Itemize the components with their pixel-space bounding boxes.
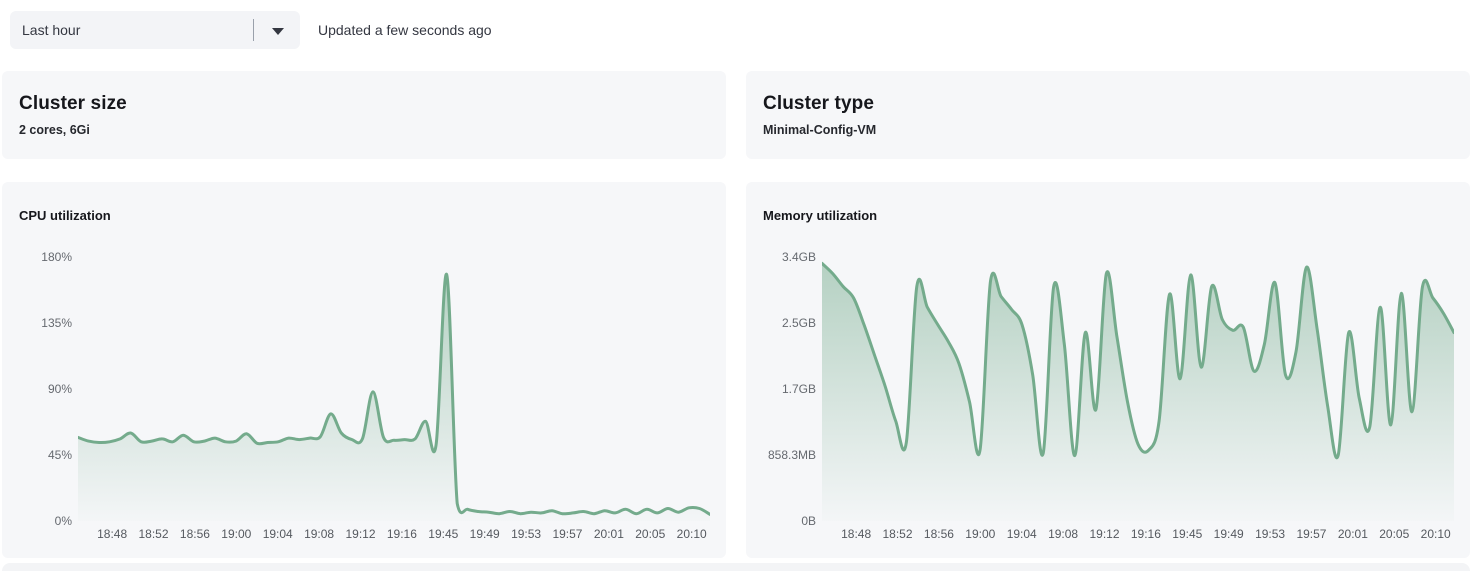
- y-axis-label: 180%: [41, 250, 72, 264]
- cpu-utilization-card: CPU utilization 180% 135% 90% 45% 0% 18:48 18…: [2, 182, 726, 558]
- cluster-type-value: Minimal-Config-VM: [763, 123, 877, 137]
- y-axis-label: 1.7GB: [781, 382, 816, 396]
- x-axis-label: 19:04: [262, 527, 293, 541]
- cpu-y-axis: 180% 135% 90% 45% 0%: [2, 250, 72, 528]
- x-axis-label: 19:49: [1213, 527, 1244, 541]
- time-range-label: Last hour: [22, 22, 81, 38]
- chevron-down-icon[interactable]: [272, 28, 284, 35]
- x-axis-label: 18:56: [179, 527, 210, 541]
- cluster-type-card: Cluster type Minimal-Config-VM: [746, 71, 1470, 159]
- time-range-dropdown[interactable]: Last hour: [10, 11, 300, 49]
- y-axis-label: 135%: [41, 316, 72, 330]
- x-axis-label: 19:16: [386, 527, 417, 541]
- y-axis-label: 2.5GB: [781, 316, 816, 330]
- x-axis-label: 19:53: [511, 527, 542, 541]
- toolbar: Last hour Updated a few seconds ago: [0, 0, 1483, 60]
- x-axis-label: 19:08: [304, 527, 335, 541]
- memory-y-axis: 3.4GB 2.5GB 1.7GB 858.3MB 0B: [746, 250, 816, 528]
- x-axis-label: 19:57: [552, 527, 583, 541]
- x-axis-label: 19:00: [965, 527, 996, 541]
- x-axis-label: 19:08: [1048, 527, 1079, 541]
- y-axis-label: 0B: [801, 514, 816, 528]
- cpu-chart-title: CPU utilization: [19, 208, 111, 223]
- memory-utilization-card: Memory utilization 3.4GB 2.5GB 1.7GB 858.3M…: [746, 182, 1470, 558]
- cpu-chart-plot[interactable]: [78, 257, 710, 521]
- x-axis-label: 18:48: [841, 527, 872, 541]
- x-axis-label: 19:57: [1296, 527, 1327, 541]
- x-axis-label: 18:48: [97, 527, 128, 541]
- x-axis-label: 19:04: [1006, 527, 1037, 541]
- memory-x-axis: 18:48 18:52 18:56 19:00 19:04 19:08 19:12 19:16…: [822, 527, 1454, 547]
- area-fill: [822, 263, 1454, 521]
- next-card-edge: [2, 563, 1470, 571]
- x-axis-label: 20:05: [1379, 527, 1410, 541]
- memory-chart-title: Memory utilization: [763, 208, 878, 223]
- x-axis-label: 20:10: [1420, 527, 1451, 541]
- updated-status-text: Updated a few seconds ago: [318, 22, 492, 38]
- cpu-x-axis: 18:48 18:52 18:56 19:00 19:04 19:08 19:12 19:16…: [78, 527, 710, 547]
- x-axis-label: 19:00: [221, 527, 252, 541]
- series-line: [822, 261, 1454, 460]
- x-axis-label: 19:53: [1255, 527, 1286, 541]
- dropdown-divider: [253, 19, 254, 41]
- x-axis-label: 19:45: [1172, 527, 1203, 541]
- y-axis-label: 3.4GB: [781, 250, 816, 264]
- x-axis-label: 18:56: [923, 527, 954, 541]
- x-axis-label: 19:12: [1089, 527, 1120, 541]
- cluster-size-card: Cluster size 2 cores, 6Gi: [2, 71, 726, 159]
- cluster-size-title: Cluster size: [19, 93, 127, 114]
- x-axis-label: 20:05: [635, 527, 666, 541]
- x-axis-label: 18:52: [138, 527, 169, 541]
- x-axis-label: 19:45: [428, 527, 459, 541]
- y-axis-label: 90%: [47, 382, 72, 396]
- x-axis-label: 19:49: [469, 527, 500, 541]
- series-line: [78, 273, 710, 516]
- cluster-type-title: Cluster type: [763, 93, 875, 114]
- area-fill: [78, 274, 710, 521]
- x-axis-label: 18:52: [882, 527, 913, 541]
- x-axis-label: 20:01: [593, 527, 624, 541]
- y-axis-label: 45%: [47, 448, 72, 462]
- y-axis-label: 858.3MB: [767, 448, 816, 462]
- y-axis-label: 0%: [54, 514, 72, 528]
- memory-chart-plot[interactable]: [822, 257, 1454, 521]
- cluster-size-value: 2 cores, 6Gi: [19, 123, 90, 137]
- x-axis-label: 20:10: [676, 527, 707, 541]
- x-axis-label: 19:12: [345, 527, 376, 541]
- x-axis-label: 20:01: [1337, 527, 1368, 541]
- x-axis-label: 19:16: [1130, 527, 1161, 541]
